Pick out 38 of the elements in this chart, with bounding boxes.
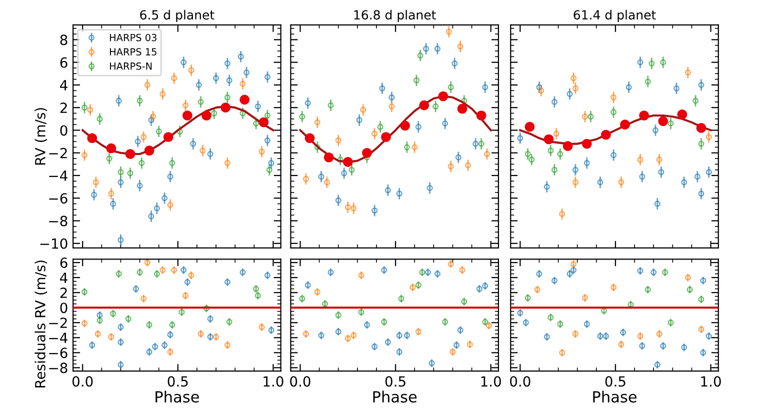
y-tick-label: 2 <box>60 288 67 298</box>
x-tick-label: 1.0 <box>481 376 501 387</box>
x-tick-label: 0.0 <box>510 376 530 387</box>
y-tick-label: −6 <box>49 193 68 204</box>
x-axis-title: Phase <box>156 390 199 403</box>
y-tick-label: 6 <box>60 258 68 268</box>
y-tick-label: 6 <box>60 57 68 68</box>
y-tick-label: −4 <box>49 170 68 181</box>
x-tick-label: 0.5 <box>605 376 626 387</box>
legend-label: HARPS-N <box>110 62 152 70</box>
chart-title: 6.5 d planet <box>140 10 214 22</box>
x-axis-title: Phase <box>373 390 417 403</box>
y-tick-label: −4 <box>49 332 68 343</box>
x-axis-title: Phase <box>593 390 637 403</box>
y-tick-label: 4 <box>60 80 68 90</box>
y-tick-label: 0 <box>60 125 68 136</box>
x-tick-label: 1.0 <box>264 376 284 387</box>
y-tick-label: −2 <box>49 318 67 328</box>
y-tick-label: 8 <box>60 34 68 46</box>
y-axis-title: Residuals RV (m/s) <box>34 260 48 388</box>
y-axis-title: RV (m/s) <box>34 108 48 165</box>
y-tick-label: 2 <box>60 102 67 113</box>
chart-title: 16.8 d planet <box>354 10 436 22</box>
y-tick-label: 0 <box>60 302 68 314</box>
x-tick-label: 0.5 <box>168 376 188 387</box>
y-tick-label: −2 <box>49 148 67 158</box>
y-tick-label: −8 <box>49 362 68 374</box>
x-tick-label: 0.5 <box>385 376 406 387</box>
y-tick-label: −8 <box>49 216 68 226</box>
y-tick-label: −10 <box>40 238 68 249</box>
x-tick-label: 0.0 <box>72 376 93 387</box>
legend-label: HARPS 15 <box>110 48 156 56</box>
x-tick-label: 1.0 <box>701 376 721 387</box>
chart-title: 61.4 d planet <box>574 10 656 22</box>
legend-label: HARPS 03 <box>110 34 156 42</box>
y-tick-label: 4 <box>60 272 68 283</box>
y-tick-label: −6 <box>49 348 68 358</box>
x-tick-label: 0.0 <box>290 376 310 387</box>
